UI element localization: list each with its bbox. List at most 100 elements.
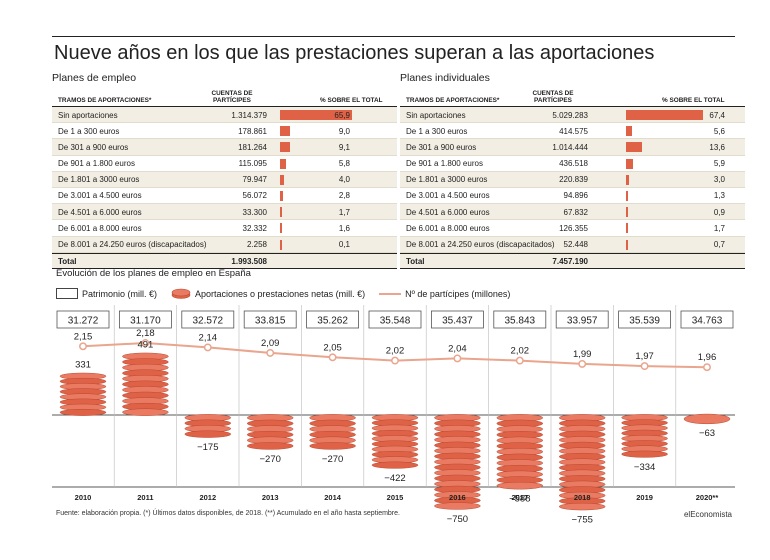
coin-icon	[184, 430, 232, 438]
coin-icon	[434, 436, 481, 444]
coin-icon	[496, 436, 544, 445]
row-pct: 65,9	[334, 110, 350, 120]
coin-icon	[371, 424, 419, 432]
participes-label: 2,15	[74, 331, 93, 342]
participes-point	[266, 348, 275, 357]
participes-point	[141, 339, 150, 347]
coin-icon	[558, 458, 606, 466]
coin-icon	[122, 375, 169, 383]
row-pct: 9,1	[338, 142, 350, 152]
row-bar	[280, 207, 282, 218]
row-pct: 1,6	[338, 223, 350, 233]
row-bar	[626, 110, 703, 120]
coin-icon	[621, 440, 668, 448]
coin-icon	[309, 430, 356, 439]
row-label: De 301 a 900 euros	[406, 142, 477, 152]
coin-icon	[59, 377, 107, 385]
year-tick-label: 2011	[137, 493, 153, 502]
row-bar	[280, 223, 282, 234]
row-bar	[280, 110, 353, 120]
participes-label: 2,18	[136, 328, 155, 339]
aportaciones-bar	[309, 414, 356, 450]
row-bar	[626, 142, 642, 153]
coin-icon	[59, 372, 107, 380]
aportaciones-label: −334	[634, 462, 655, 473]
row-count: 115.095	[238, 159, 267, 169]
table-total-row: Total 1.993.508	[52, 252, 397, 269]
coin-icon	[434, 463, 481, 472]
row-pct: 4,0	[338, 175, 350, 185]
patrimonio-label: 34.763	[692, 316, 723, 327]
participes-label: 2,05	[323, 342, 342, 353]
coin-icon	[496, 470, 544, 479]
patrimonio-label: 35.437	[442, 316, 473, 327]
coin-icon	[496, 431, 544, 439]
row-label: De 1.801 a 3000 euros	[406, 175, 488, 185]
participes-point	[203, 343, 212, 352]
year-tick-label: 2015	[387, 493, 404, 502]
coin-icon	[309, 425, 356, 433]
table-row: De 901 a 1.800 euros 436.518 5,9	[400, 156, 745, 172]
coin-icon	[621, 429, 668, 437]
participes-point	[578, 359, 587, 368]
coin-icon	[496, 442, 544, 450]
coin-icon	[59, 408, 107, 416]
row-pct: 1,7	[713, 223, 725, 233]
coin-icon	[371, 435, 419, 443]
aportaciones-label: −588	[509, 494, 530, 505]
coin-icon	[309, 419, 356, 428]
row-count: 178.861	[238, 126, 267, 136]
aportaciones-bar	[621, 414, 668, 458]
aportaciones-bar	[558, 414, 606, 511]
coin-icon	[496, 414, 544, 422]
coin-icon	[59, 393, 107, 401]
table-planes-empleo: Planes de empleo TRAMOS DE APORTACIONES* C…	[52, 72, 397, 269]
row-pct: 9,0	[338, 126, 350, 136]
table-row: De 4.501 a 6.000 euros 67.832 0,9	[400, 204, 745, 221]
coin-icon	[558, 491, 606, 500]
coin-icon	[371, 456, 419, 464]
participes-point	[79, 342, 87, 351]
patrimonio-label: 35.548	[380, 316, 411, 327]
header-rule	[400, 106, 745, 107]
aportaciones-label: −270	[259, 454, 280, 465]
coin-icon	[558, 486, 606, 494]
coin-icon	[371, 440, 419, 448]
row-count: 181.264	[238, 142, 267, 152]
aportaciones-bar	[184, 414, 232, 438]
row-bar	[280, 239, 282, 250]
coin-icon	[122, 408, 169, 416]
coin-icon	[558, 441, 606, 450]
coin-icon	[434, 414, 481, 422]
coin-icon	[621, 445, 668, 453]
year-tick-label: 2019	[636, 493, 653, 502]
row-count: 67.832	[563, 207, 588, 217]
coin-icon	[434, 458, 481, 466]
year-tick-label: 2010	[75, 493, 92, 502]
coin-icon	[59, 388, 107, 396]
row-count: 33.300	[242, 207, 267, 217]
table-row: De 1 a 300 euros 178.861 9,0	[52, 123, 397, 140]
patrimonio-box	[680, 310, 734, 329]
coin-icon	[371, 451, 419, 459]
participes-label: 2,09	[261, 338, 280, 349]
evolution-title: Evolución de los planes de empleo en Esp…	[56, 268, 251, 279]
participes-point	[515, 356, 524, 365]
participes-label: 2,02	[511, 346, 530, 357]
row-pct: 3,0	[713, 175, 725, 185]
patrimonio-label: 33.815	[255, 316, 286, 327]
coin-icon	[558, 414, 606, 422]
patrimonio-label: 31.272	[68, 316, 99, 327]
row-label: De 8.001 a 24.250 euros (discapacitados)	[58, 240, 207, 249]
coin-icon	[309, 414, 356, 422]
row-count: 1.014.444	[552, 142, 588, 152]
patrimonio-box	[430, 310, 484, 329]
row-bar	[626, 207, 628, 218]
patrimonio-box	[119, 310, 172, 329]
coin-icon	[558, 497, 606, 505]
coin-icon	[621, 450, 668, 458]
header-tramos: TRAMOS DE APORTACIONES*	[58, 97, 152, 104]
coin-icon	[496, 453, 544, 462]
coin-icon	[371, 429, 419, 437]
patrimonio-box	[56, 310, 110, 329]
